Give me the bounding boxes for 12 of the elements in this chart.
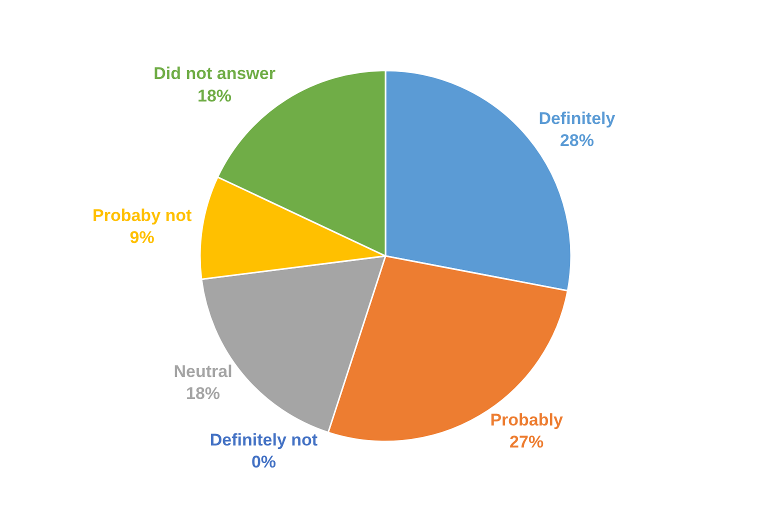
slice-label: Probably [490, 410, 564, 430]
data-label: 27% [510, 432, 544, 452]
text: 0% [251, 452, 276, 472]
category-label: Definitely not [210, 430, 318, 450]
slice-label: Neutral [174, 362, 232, 382]
data-label: 9% [130, 228, 154, 248]
data-label: 28% [560, 130, 594, 150]
slice-label: Probaby not [92, 206, 192, 225]
slice-label: Definitely [538, 108, 616, 128]
slice-label: Did not answer [154, 64, 276, 84]
data-label: 18% [186, 384, 220, 404]
data-label: 18% [198, 86, 232, 106]
